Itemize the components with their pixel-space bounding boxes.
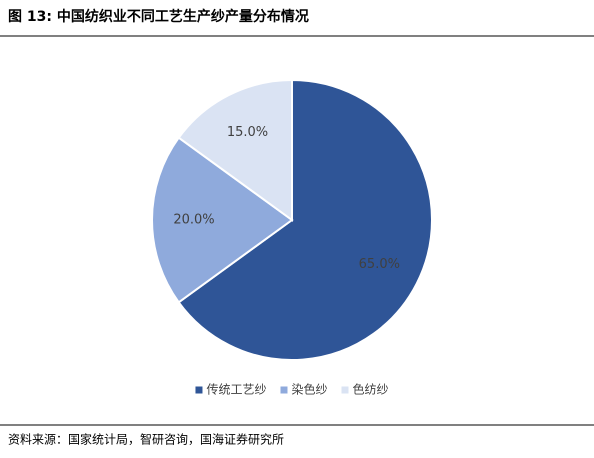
- source: 资料来源：国家统计局，智研咨询，国海证券研究所: [8, 432, 284, 447]
- pie-slice: [151, 136, 294, 304]
- legend-swatch: [341, 386, 349, 394]
- legend-label: 传统工艺纱: [206, 382, 266, 397]
- pie-slice: [177, 78, 293, 222]
- chart-title: 图 13: 中国纺织业不同工艺生产纱产量分布情况: [8, 8, 309, 25]
- legend-label: 色纺纱: [353, 383, 389, 397]
- data-label: 15.0%: [227, 125, 268, 140]
- legend-swatch: [195, 386, 203, 394]
- data-label: 20.0%: [173, 213, 214, 228]
- data-label: 65.0%: [359, 257, 400, 272]
- pie-slice: [177, 78, 433, 361]
- legend-swatch: [280, 386, 288, 394]
- legend-label: 染色纱: [291, 382, 327, 397]
